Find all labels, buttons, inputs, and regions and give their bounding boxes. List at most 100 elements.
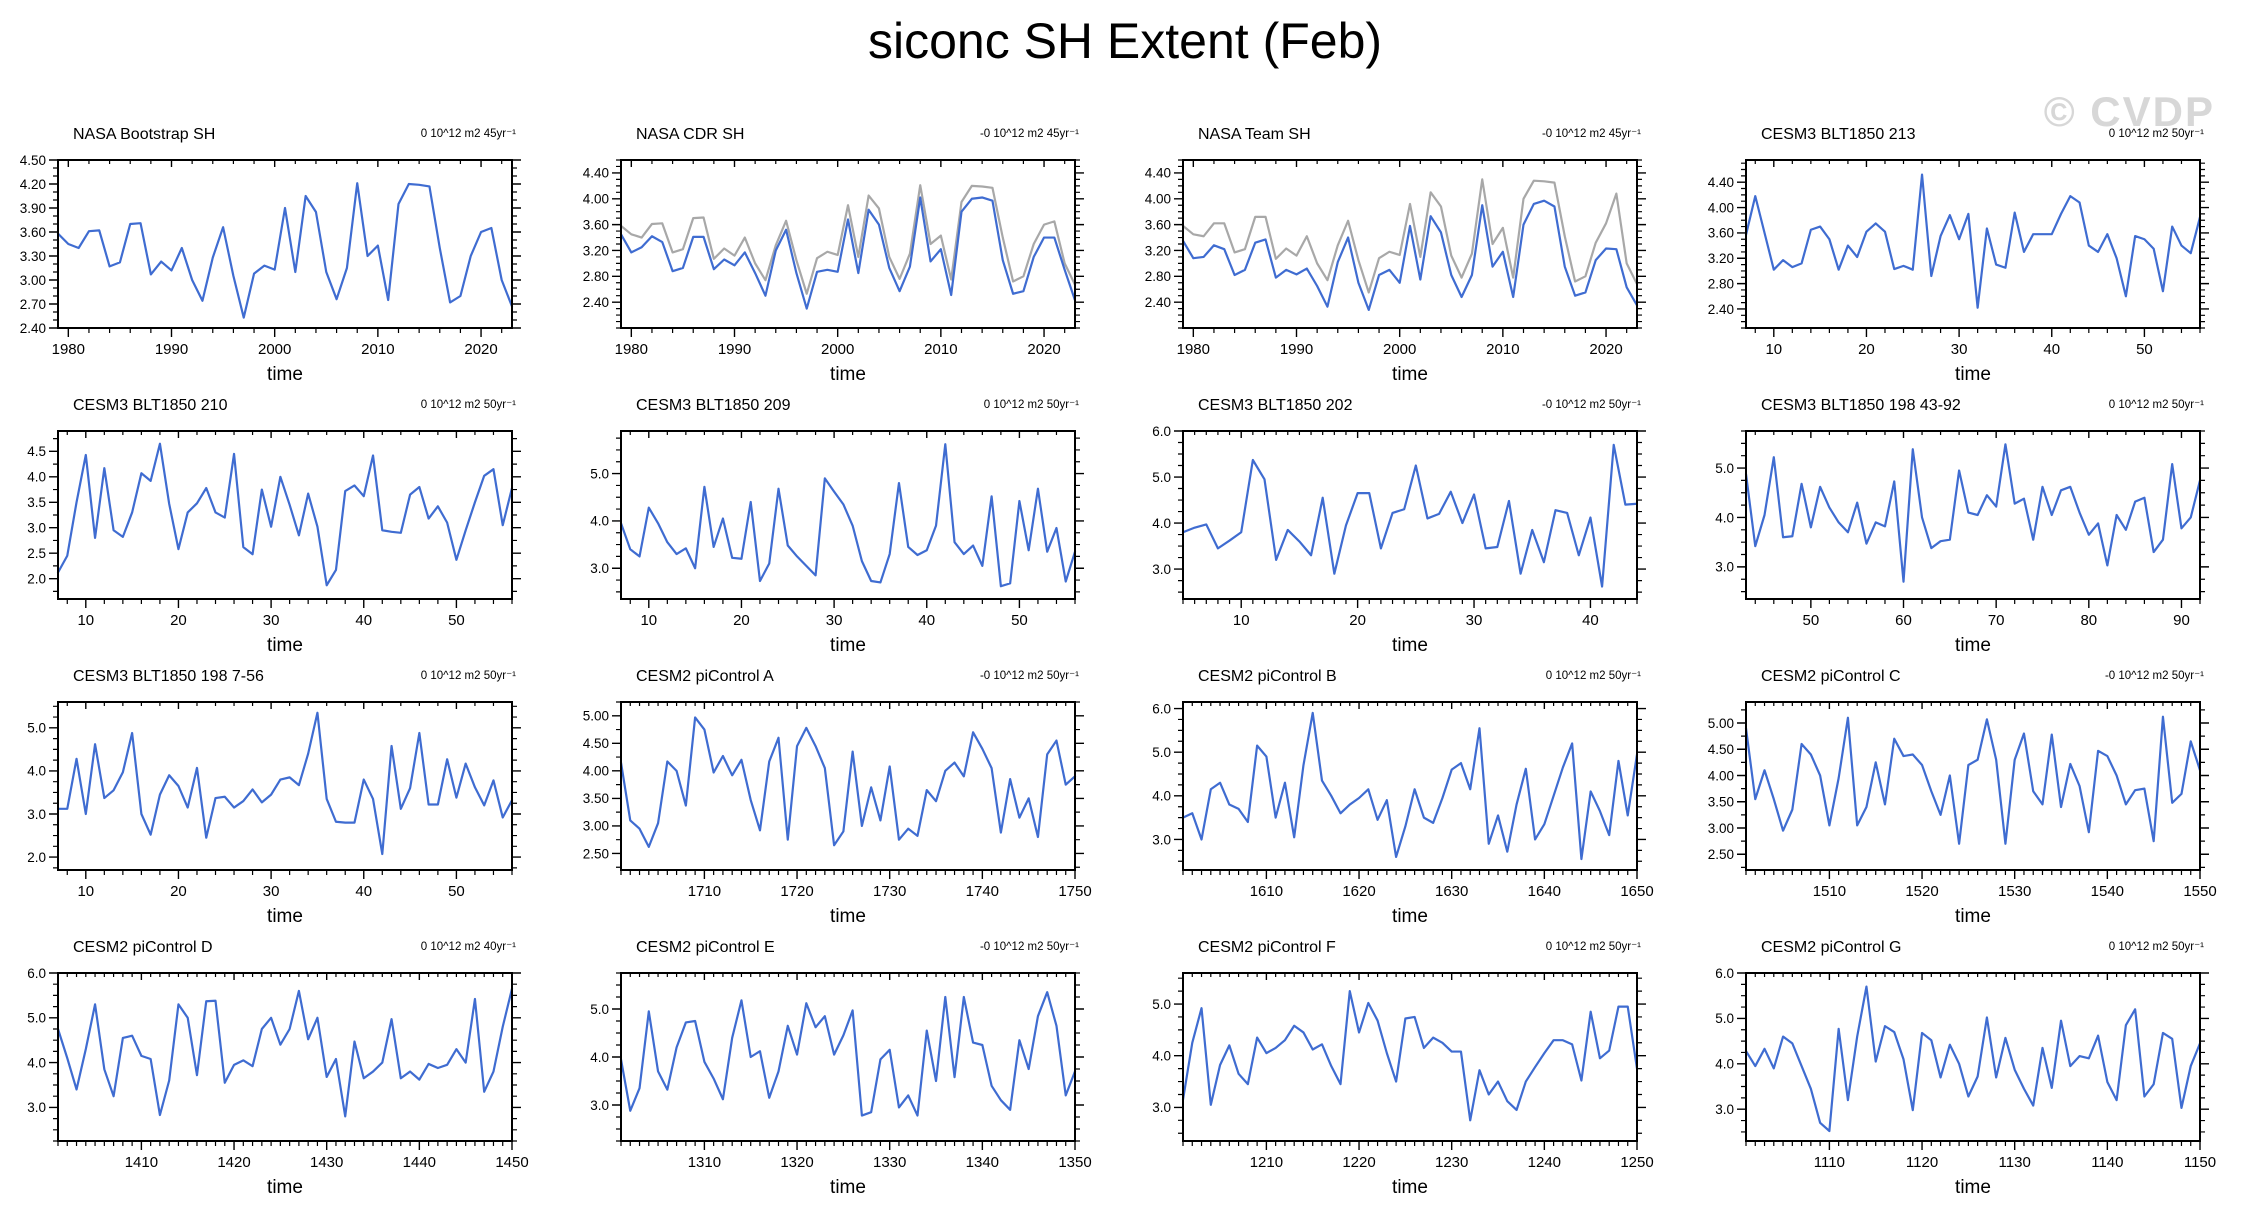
y-tick-label: 2.80	[582, 269, 608, 284]
plot-frame	[1182, 159, 1638, 329]
x-tick-label: 50	[1011, 612, 1028, 629]
series-line-blue	[1181, 989, 1639, 1122]
trend-annotation: -0 10^12 m2 50yr⁻¹	[979, 670, 1078, 682]
plot-frame	[1744, 972, 2201, 1142]
y-tick-label: 2.40	[582, 295, 608, 310]
trend-annotation: 0 10^12 m2 50yr⁻¹	[2108, 128, 2203, 140]
plot-frame	[1744, 159, 2201, 329]
series-line-blue	[619, 716, 1076, 848]
series-line-blue	[56, 182, 514, 319]
y-tick-label: 4.0	[1715, 510, 1734, 525]
y-tick-label: 6.0	[27, 966, 46, 981]
minor-ticks	[1740, 973, 2205, 1146]
subplot-title: CESM2 piControl B	[1198, 668, 1337, 685]
subplot-title: CESM2 piControl G	[1761, 939, 1902, 956]
x-tick-label: 20	[170, 883, 187, 900]
x-tick-label: 10	[77, 883, 94, 900]
x-tick-label: 30	[263, 883, 280, 900]
subplot-svg-cesm2-picontrol-g: 3.0 4.0 5.0 6.0 1110 1120 1130 1140 1150 CESM2 pi…	[1715, 939, 2216, 1198]
trend-annotation: 0 10^12 m2 50yr⁻¹	[983, 399, 1078, 411]
y-tick-label: 5.00	[1707, 716, 1733, 731]
trend-annotation: -0 10^12 m2 50yr⁻¹	[1542, 399, 1641, 411]
x-tick-label: 30	[825, 612, 842, 629]
x-tick-label: 2020	[1589, 341, 1622, 358]
y-tick-label: 6.0	[1715, 966, 1734, 981]
subplot-nasa-bootstrap-sh: 2.40 2.70 3.00 3.30 3.60 3.90 4.20 4.50 1980 1990…	[0, 85, 563, 387]
subplot-title: CESM3 BLT1850 210	[73, 397, 228, 414]
x-axis-label: time	[1392, 906, 1428, 927]
x-tick-label: 1150	[2183, 1154, 2215, 1171]
x-tick-label: 1250	[1620, 1154, 1653, 1171]
minor-ticks	[615, 431, 1080, 604]
x-tick-label: 1740	[965, 883, 998, 900]
x-tick-label: 2000	[1383, 341, 1416, 358]
minor-ticks	[1178, 702, 1642, 875]
x-tick-label: 2000	[820, 341, 853, 358]
x-tick-label: 30	[263, 612, 280, 629]
subplot-title: CESM2 piControl F	[1198, 939, 1336, 956]
x-tick-label: 40	[2043, 341, 2060, 358]
x-tick-label: 1550	[2183, 883, 2216, 900]
series-line-blue	[1181, 711, 1639, 861]
x-tick-label: 1720	[780, 883, 813, 900]
y-tick-label: 4.00	[1707, 768, 1733, 783]
x-tick-label: 10	[1765, 341, 1782, 358]
y-tick-label: 2.0	[27, 571, 46, 586]
x-tick-label: 40	[1582, 612, 1599, 629]
x-tick-label: 1220	[1342, 1154, 1375, 1171]
x-axis-label: time	[830, 906, 866, 927]
x-tick-label: 1980	[614, 341, 647, 358]
x-tick-label: 70	[1987, 612, 2004, 629]
trend-annotation: 0 10^12 m2 50yr⁻¹	[2108, 941, 2203, 953]
subplot-svg-nasa-cdr-sh: 2.40 2.80 3.20 3.60 4.00 4.40 1980 1990 2000 2010…	[582, 126, 1084, 385]
y-tick-label: 2.0	[27, 850, 46, 865]
y-tick-label: 2.80	[1145, 269, 1171, 284]
series-line-blue	[1744, 985, 2201, 1133]
minor-ticks	[1740, 702, 2205, 875]
y-tick-label: 4.00	[582, 192, 608, 207]
x-tick-label: 1750	[1058, 883, 1091, 900]
y-tick-label: 3.20	[582, 243, 608, 258]
y-tick-label: 3.0	[27, 1100, 46, 1115]
x-tick-label: 80	[2080, 612, 2097, 629]
subplot-cesm2-picontrol-e: 3.0 4.0 5.0 1310 1320 1330 1340 1350 CESM2 piCon…	[563, 898, 1126, 1200]
x-tick-label: 10	[1233, 612, 1250, 629]
y-tick-label: 3.0	[27, 521, 46, 536]
x-tick-label: 1520	[1905, 883, 1938, 900]
major-ticks	[1736, 160, 2209, 337]
major-ticks	[611, 973, 1084, 1150]
y-tick-label: 4.00	[582, 764, 608, 779]
x-axis-label: time	[1955, 635, 1991, 656]
subplot-svg-cesm2-picontrol-d: 3.0 4.0 5.0 6.0 1410 1420 1430 1440 1450 CESM2 pi…	[27, 939, 528, 1198]
series-line-blue	[56, 442, 514, 587]
y-tick-label: 3.20	[1145, 243, 1171, 258]
plot-frame	[1182, 430, 1638, 600]
trend-annotation: 0 10^12 m2 50yr⁻¹	[2108, 399, 2203, 411]
x-tick-label: 1310	[687, 1154, 720, 1171]
minor-ticks	[53, 702, 517, 875]
subplot-cesm2-picontrol-a: 2.50 3.00 3.50 4.00 4.50 5.00 1710 1720 1730 1740…	[563, 627, 1126, 929]
x-tick-label: 2000	[258, 341, 291, 358]
x-tick-label: 1450	[495, 1154, 528, 1171]
major-ticks	[611, 160, 1084, 337]
y-tick-label: 4.0	[590, 514, 609, 529]
subplot-cesm3-blt1850-202: 3.0 4.0 5.0 6.0 10 20 30 40 CESM3 BLT1850 202 -0 …	[1125, 356, 1688, 658]
trend-annotation: -0 10^12 m2 50yr⁻¹	[2104, 670, 2203, 682]
subplot-cesm3-blt1850-198-7-56: 2.0 3.0 4.0 5.0 10 20 30 40 50 CESM3 BLT1850 198 …	[0, 627, 563, 929]
trend-annotation: 0 10^12 m2 40yr⁻¹	[421, 941, 516, 953]
trend-annotation: 0 10^12 m2 50yr⁻¹	[1546, 670, 1641, 682]
subplot-svg-cesm3-blt1850-202: 3.0 4.0 5.0 6.0 10 20 30 40 CESM3 BLT1850 202 -0 …	[1152, 397, 1646, 656]
subplot-cesm2-picontrol-c: 2.50 3.00 3.50 4.00 4.50 5.00 1510 1520 1530 1540…	[1688, 627, 2250, 929]
y-tick-label: 5.0	[1715, 1011, 1734, 1026]
major-ticks	[1174, 973, 1646, 1150]
minor-ticks	[1178, 431, 1642, 604]
y-tick-label: 6.0	[1152, 424, 1171, 439]
x-tick-label: 40	[355, 883, 372, 900]
x-tick-label: 1980	[1177, 341, 1210, 358]
x-tick-label: 1350	[1058, 1154, 1091, 1171]
x-tick-label: 1980	[52, 341, 85, 358]
x-tick-label: 1990	[155, 341, 188, 358]
y-tick-label: 3.50	[582, 791, 608, 806]
